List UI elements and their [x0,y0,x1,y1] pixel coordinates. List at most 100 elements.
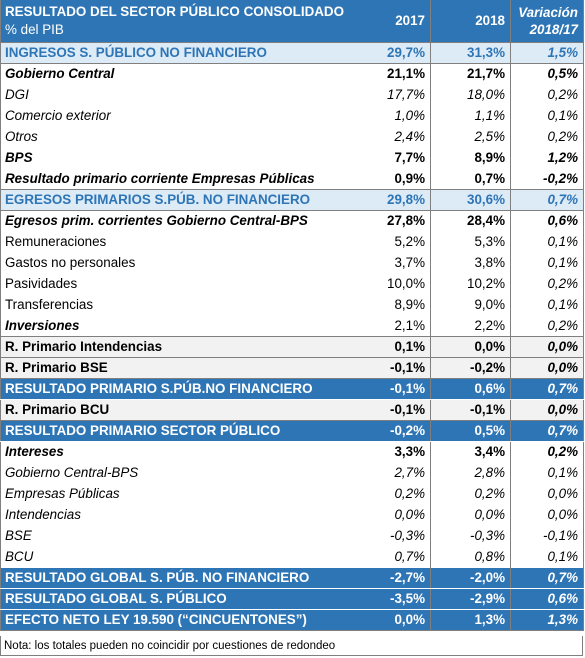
table-row: Egresos prim. corrientes Gobierno Centra… [0,210,584,231]
value-2018: 3,8% [430,252,511,273]
table-row: RESULTADO GLOBAL S. PÚBLICO -3,5% -2,9% … [0,587,584,610]
value-2018: 9,0% [430,294,511,315]
value-2017: 29,7% [352,41,431,64]
value-2018: 8,9% [430,147,511,168]
table-unit: % del PIB [5,21,64,37]
value-2018: 0,8% [430,546,511,567]
row-label: R. Primario Intendencias [0,335,353,358]
value-2018: 3,4% [430,441,511,462]
value-2018: 31,3% [430,41,511,64]
value-variation: 0,0% [510,483,584,504]
fiscal-results-table: RESULTADO DEL SECTOR PÚBLICO CONSOLIDADO… [0,0,584,631]
value-variation: 0,6% [510,587,584,610]
value-2018: 1,1% [430,105,511,126]
row-label: R. Primario BSE [0,356,353,379]
value-2018: 0,7% [430,168,511,189]
value-variation: 1,2% [510,147,584,168]
value-2018: -2,0% [430,566,511,589]
value-2018: 0,0% [430,504,511,525]
value-2018: 0,2% [430,483,511,504]
row-label: Inversiones [0,315,353,336]
value-variation: 0,1% [510,546,584,567]
value-2018: -0,2% [430,356,511,379]
value-2017: 29,8% [352,188,431,211]
value-2017: 5,2% [352,231,431,252]
value-variation: 0,5% [510,63,584,84]
value-2017: 21,1% [352,63,431,84]
value-variation: 0,7% [510,566,584,589]
row-label: Remuneraciones [0,231,353,252]
table-row: Gobierno Central-BPS 2,7% 2,8% 0,1% [0,462,584,483]
value-2017: 1,0% [352,105,431,126]
table-row: INGRESOS S. PÚBLICO NO FINANCIERO 29,7% … [0,41,584,64]
table-row: Remuneraciones 5,2% 5,3% 0,1% [0,231,584,252]
value-variation: -0,1% [510,525,584,546]
header-variation: Variación 2018/17 [510,0,584,42]
value-2018: 30,6% [430,188,511,211]
value-2017: 3,3% [352,441,431,462]
value-2017: 0,9% [352,168,431,189]
row-label: EFECTO NETO LEY 19.590 (“CINCUENTONES”) [0,608,353,631]
row-label: BPS [0,147,353,168]
row-label: Transferencias [0,294,353,315]
value-2017: 8,9% [352,294,431,315]
value-2018: 5,3% [430,231,511,252]
table-row: R. Primario BCU -0,1% -0,1% 0,0% [0,398,584,421]
value-variation: 1,5% [510,41,584,64]
value-2017: -0,2% [352,419,431,442]
row-label: Egresos prim. corrientes Gobierno Centra… [0,210,353,231]
table-row: R. Primario BSE -0,1% -0,2% 0,0% [0,356,584,379]
value-variation: 0,2% [510,441,584,462]
table-row: BSE -0,3% -0,3% -0,1% [0,525,584,546]
value-variation: 0,0% [510,335,584,358]
table-row: BPS 7,7% 8,9% 1,2% [0,147,584,168]
table-row: EFECTO NETO LEY 19.590 (“CINCUENTONES”) … [0,608,584,631]
row-label: Intereses [0,441,353,462]
table-row: Pasividades 10,0% 10,2% 0,2% [0,273,584,294]
value-2017: 2,4% [352,126,431,147]
row-label: RESULTADO PRIMARIO S.PÚB.NO FINANCIERO [0,377,353,400]
table-row: EGRESOS PRIMARIOS S.PÚB. NO FINANCIERO 2… [0,188,584,211]
header-title-cell: RESULTADO DEL SECTOR PÚBLICO CONSOLIDADO… [0,0,353,42]
header-2017: 2017 [352,0,431,42]
value-2017: 0,0% [352,608,431,631]
row-label: DGI [0,84,353,105]
row-label: Gobierno Central-BPS [0,462,353,483]
value-2018: 18,0% [430,84,511,105]
value-variation: 0,6% [510,210,584,231]
value-variation: 0,0% [510,356,584,379]
table-row: RESULTADO GLOBAL S. PÚB. NO FINANCIERO -… [0,566,584,589]
table-row: RESULTADO PRIMARIO SECTOR PÚBLICO -0,2% … [0,419,584,442]
value-variation: 0,2% [510,315,584,336]
table-row: Intereses 3,3% 3,4% 0,2% [0,441,584,462]
value-variation: 0,1% [510,231,584,252]
value-2017: 10,0% [352,273,431,294]
value-2017: 2,7% [352,462,431,483]
value-2018: -2,9% [430,587,511,610]
value-2017: 0,0% [352,504,431,525]
row-label: Gobierno Central [0,63,353,84]
table-row: Comercio exterior 1,0% 1,1% 0,1% [0,105,584,126]
value-variation: 0,1% [510,462,584,483]
table-row: Gastos no personales 3,7% 3,8% 0,1% [0,252,584,273]
value-variation: 0,1% [510,105,584,126]
row-label: Resultado primario corriente Empresas Pú… [0,168,353,189]
value-2017: 17,7% [352,84,431,105]
value-variation: 0,1% [510,252,584,273]
value-2017: 0,1% [352,335,431,358]
value-variation: 0,2% [510,273,584,294]
value-2018: 0,0% [430,335,511,358]
value-variation: 0,2% [510,84,584,105]
row-label: EGRESOS PRIMARIOS S.PÚB. NO FINANCIERO [0,188,353,211]
row-label: Pasividades [0,273,353,294]
value-variation: 0,7% [510,419,584,442]
table-row: Gobierno Central 21,1% 21,7% 0,5% [0,63,584,84]
value-variation: -0,2% [510,168,584,189]
row-label: BSE [0,525,353,546]
footnote: Nota: los totales pueden no coincidir po… [0,636,583,656]
table-row: R. Primario Intendencias 0,1% 0,0% 0,0% [0,335,584,358]
value-2017: -0,1% [352,356,431,379]
row-label: BCU [0,546,353,567]
value-2017: 3,7% [352,252,431,273]
header-variation-line2: 2018/17 [529,21,578,37]
